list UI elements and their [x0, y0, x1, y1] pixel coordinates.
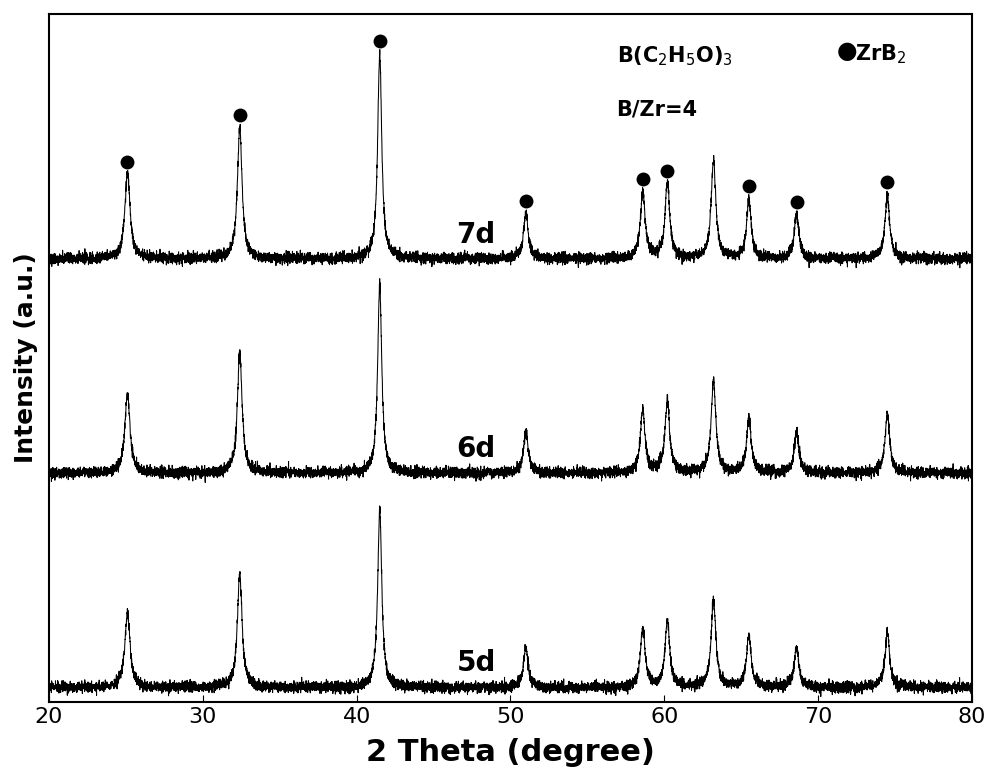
- Point: [741, 180, 757, 192]
- Point: [635, 173, 651, 185]
- Text: 7d: 7d: [457, 220, 496, 248]
- X-axis label: 2 Theta (degree): 2 Theta (degree): [366, 738, 655, 767]
- Text: B(C$_2$H$_5$O)$_3$: B(C$_2$H$_5$O)$_3$: [617, 45, 733, 69]
- Text: 5d: 5d: [457, 649, 496, 677]
- Point: [518, 194, 534, 207]
- Y-axis label: Intensity (a.u.): Intensity (a.u.): [14, 252, 38, 463]
- Text: ●: ●: [836, 39, 857, 63]
- Point: [372, 34, 388, 47]
- Text: ZrB$_2$: ZrB$_2$: [855, 43, 906, 66]
- Point: [789, 196, 805, 209]
- Text: 6d: 6d: [457, 435, 496, 463]
- Point: [232, 109, 248, 122]
- Point: [879, 176, 895, 188]
- Point: [659, 165, 675, 177]
- Text: B/Zr=4: B/Zr=4: [617, 100, 698, 120]
- Point: [119, 155, 135, 168]
